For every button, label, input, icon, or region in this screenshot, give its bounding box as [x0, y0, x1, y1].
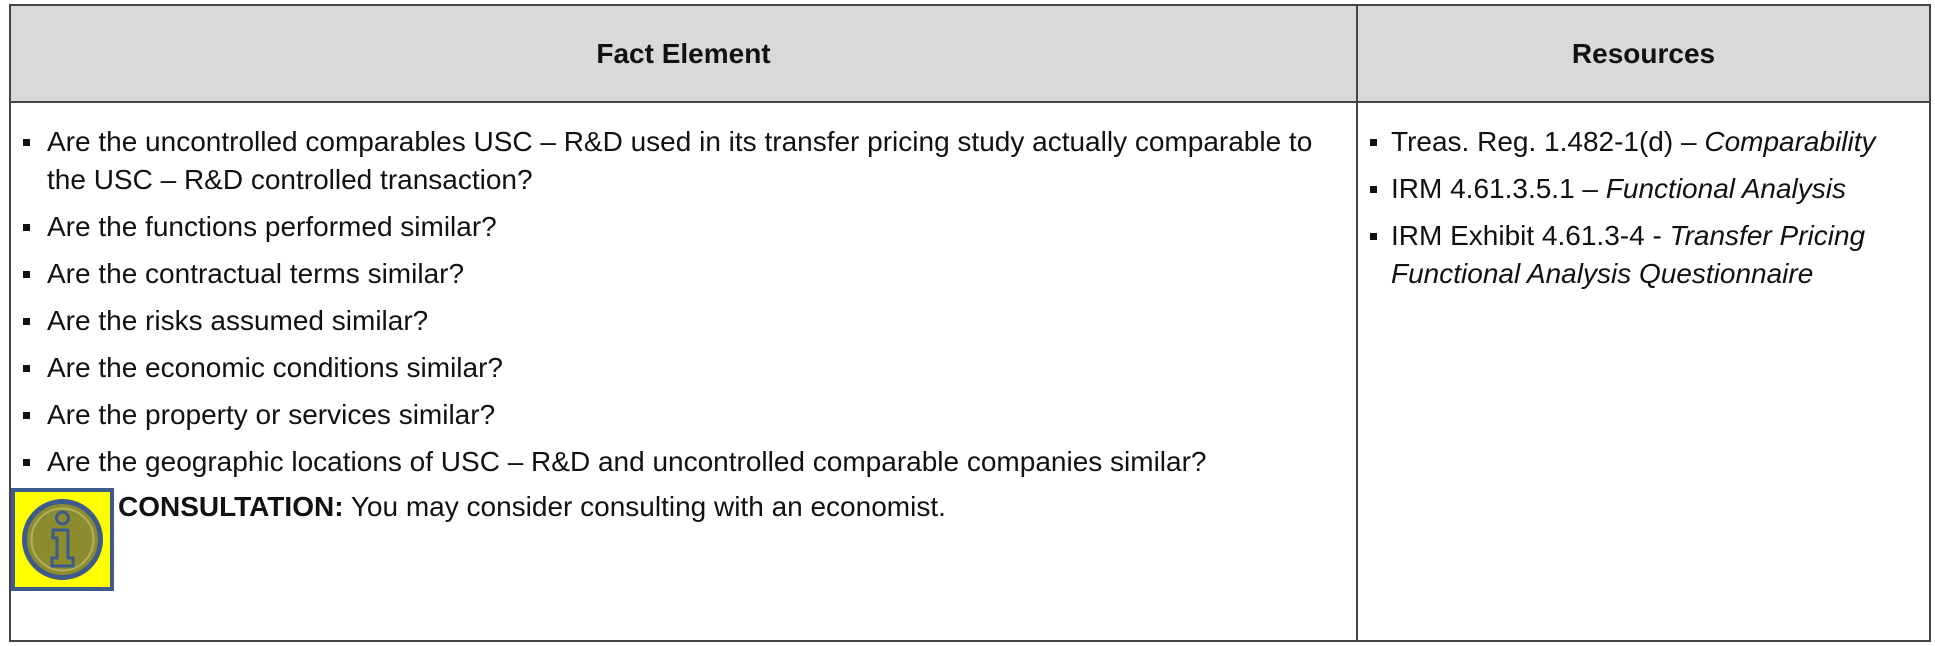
fact-item: Are the risks assumed similar?: [11, 302, 1356, 340]
fact-item: Are the geographic locations of USC – R&…: [11, 443, 1356, 481]
resource-text: IRM 4.61.3.5.1 –: [1391, 173, 1599, 204]
fact-item: Are the property or services similar?: [11, 396, 1356, 434]
body-row: Are the uncontrolled comparables USC – R…: [11, 103, 1929, 640]
resource-list: Treas. Reg. 1.482-1(d) – Comparability IR…: [1358, 123, 1921, 293]
consultation-label: CONSULTATION:: [118, 491, 344, 522]
consultation: CONSULTATION: You may consider consultin…: [11, 488, 1356, 591]
header-cell: Resources: [1571, 37, 1716, 69]
fact-list: Are the uncontrolled comparables USC – R…: [11, 123, 1356, 481]
resources-cell: Treas. Reg. 1.482-1(d) – Comparability IR…: [1358, 103, 1929, 640]
consultation-text: CONSULTATION: You may consider consultin…: [118, 488, 946, 526]
resource-title: Functional Analysis: [1605, 173, 1846, 204]
info-icon: [11, 488, 114, 591]
resource-item: IRM Exhibit 4.61.3-4 - Transfer Pricing …: [1358, 217, 1921, 293]
header-row: Fact Element Resources: [11, 6, 1929, 103]
resource-item: IRM 4.61.3.5.1 – Functional Analysis: [1358, 170, 1921, 208]
resource-title: Comparability: [1704, 126, 1876, 157]
fact-cell: Are the uncontrolled comparables USC – R…: [11, 103, 1358, 640]
fact-item: Are the uncontrolled comparables USC – R…: [11, 123, 1356, 199]
resource-text: IRM Exhibit 4.61.3-4 -: [1391, 220, 1662, 251]
fact-item: Are the economic conditions similar?: [11, 349, 1356, 387]
table: Fact Element Resources Are the uncontrol…: [9, 4, 1931, 642]
resource-title: Transfer Pricing Functional Analysis Que…: [1391, 220, 1866, 289]
consultation-body: You may consider consulting with an econ…: [350, 491, 946, 522]
fact-item: Are the functions performed similar?: [11, 208, 1356, 246]
fact-item: Are the contractual terms similar?: [11, 255, 1356, 293]
resource-item: Treas. Reg. 1.482-1(d) – Comparability: [1358, 123, 1921, 161]
header-cell: Fact Element: [11, 6, 1358, 101]
resource-text: Treas. Reg. 1.482-1(d) –: [1391, 126, 1697, 157]
